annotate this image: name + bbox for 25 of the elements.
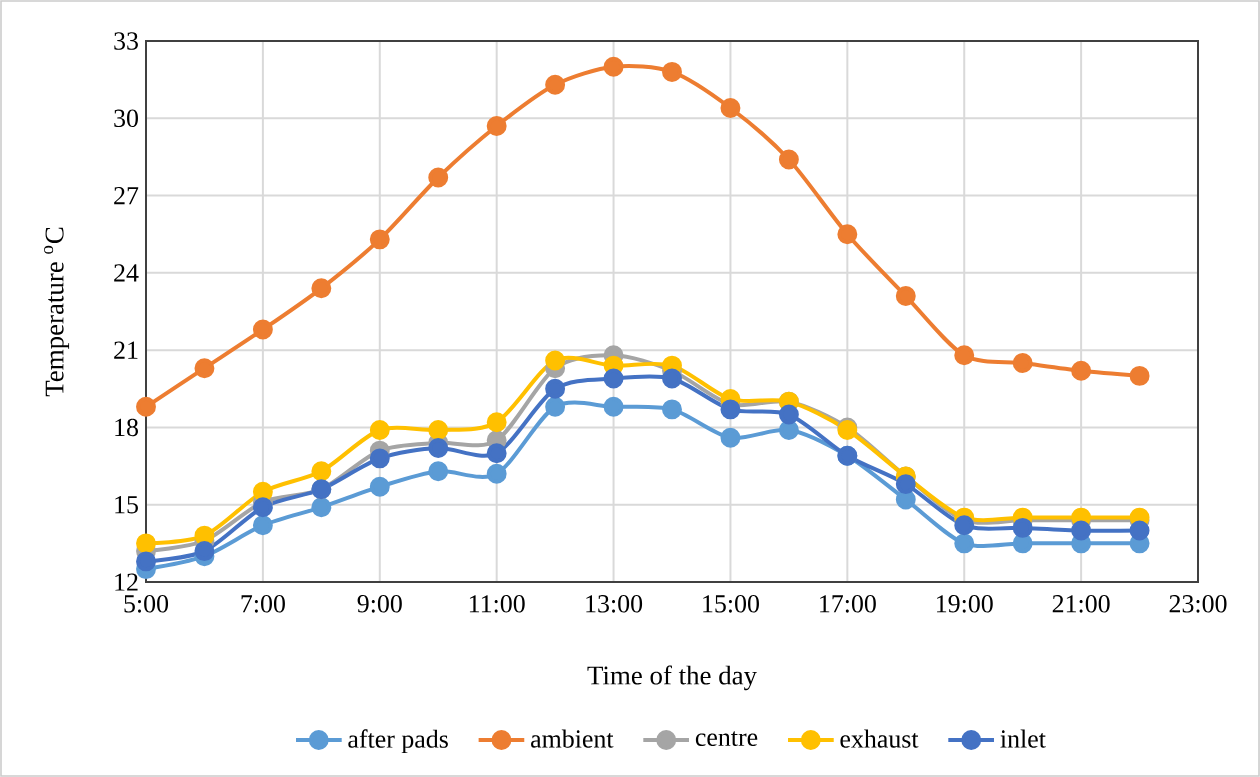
x-tick-label: 15:00 — [703, 595, 759, 613]
legend-label: after pads — [348, 729, 448, 754]
y-tick-label: 30 — [114, 109, 138, 128]
y-tick-label: 12 — [115, 573, 138, 591]
x-tick-label: 21:00 — [1052, 595, 1110, 613]
x-tick-label: 9:00 — [357, 595, 402, 613]
y-tick-label: 21 — [114, 341, 138, 359]
x-tick-label: 23:00 — [1169, 595, 1227, 613]
x-tick-label: 13:00 — [586, 595, 643, 613]
x-tick-label: 11:00 — [469, 595, 525, 613]
y-tick-label: 33 — [114, 32, 138, 50]
legend-label: ambient — [531, 729, 614, 748]
x-axis-title: Time of the day — [587, 665, 757, 691]
legend-label: inlet — [1000, 729, 1046, 748]
y-tick-label: 27 — [114, 186, 139, 205]
x-tick-label: 17:00 — [820, 595, 876, 613]
legend-label: centre — [695, 731, 758, 747]
y-axis-title: Temperature $^{o}$C — [44, 227, 70, 397]
legend-label: exhaust — [840, 729, 919, 748]
x-tick-label: 19:00 — [937, 595, 993, 613]
x-tick-label: 7:00 — [241, 595, 285, 613]
y-tick-label: 15 — [115, 496, 138, 514]
x-tick-label: 5:00 — [124, 595, 169, 613]
y-tick-label: 24 — [114, 264, 139, 282]
y-tick-label: 18 — [115, 418, 138, 437]
